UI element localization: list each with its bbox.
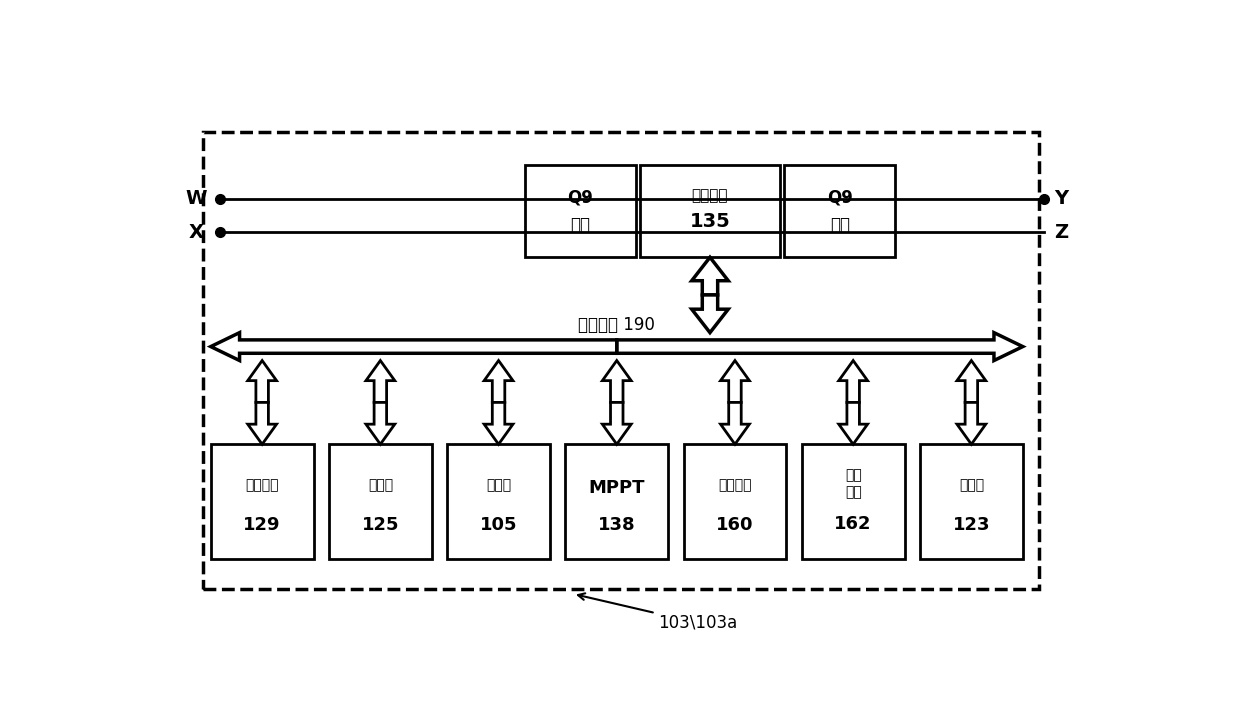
Text: 安全装置: 安全装置 [718, 478, 751, 492]
Text: Q9: Q9 [568, 188, 593, 206]
Text: 123: 123 [952, 516, 990, 534]
Text: 辅助
电力: 辅助 电力 [844, 468, 862, 499]
Bar [785, 165, 895, 257]
FancyArrow shape [957, 360, 986, 402]
Bar [211, 444, 314, 559]
FancyArrow shape [957, 402, 986, 444]
Text: 125: 125 [362, 516, 399, 534]
FancyArrow shape [720, 360, 749, 402]
FancyArrow shape [484, 360, 513, 402]
FancyArrow shape [211, 333, 616, 360]
Bar [525, 165, 635, 257]
Text: 传感器: 传感器 [368, 478, 393, 492]
Text: 公共总线 190: 公共总线 190 [578, 316, 655, 334]
Text: Z: Z [1054, 223, 1069, 241]
FancyArrow shape [720, 402, 749, 444]
Bar [448, 444, 551, 559]
FancyArrow shape [838, 402, 868, 444]
Bar [683, 444, 786, 559]
FancyArrow shape [692, 295, 728, 333]
Text: 旁路: 旁路 [570, 216, 590, 234]
Text: 138: 138 [598, 516, 636, 534]
Bar [802, 444, 905, 559]
Bar [329, 444, 432, 559]
Text: MPPT: MPPT [589, 478, 645, 497]
Bar [203, 132, 1039, 589]
Text: Y: Y [1054, 189, 1069, 208]
Text: 160: 160 [717, 516, 754, 534]
FancyArrow shape [366, 402, 394, 444]
FancyArrow shape [692, 257, 728, 295]
Text: 129: 129 [243, 516, 281, 534]
Text: 103\103a: 103\103a [578, 593, 738, 632]
Text: 存储器: 存储器 [959, 478, 983, 492]
Text: 旁路: 旁路 [830, 216, 849, 234]
Text: 105: 105 [480, 516, 517, 534]
FancyArrow shape [366, 360, 394, 402]
FancyArrow shape [603, 360, 631, 402]
FancyArrow shape [484, 402, 513, 444]
Text: 通信接口: 通信接口 [246, 478, 279, 492]
FancyArrow shape [248, 402, 277, 444]
Bar [640, 165, 780, 257]
Bar [920, 444, 1023, 559]
Text: W: W [186, 189, 207, 208]
FancyArrow shape [603, 402, 631, 444]
Bar [565, 444, 668, 559]
Text: 控制器: 控制器 [486, 478, 511, 492]
Text: 162: 162 [835, 515, 872, 533]
Text: 135: 135 [689, 212, 730, 231]
FancyArrow shape [616, 333, 1023, 360]
Text: 电力电路: 电力电路 [692, 188, 728, 203]
FancyArrow shape [248, 360, 277, 402]
Text: Q9: Q9 [827, 188, 853, 206]
FancyArrow shape [838, 360, 868, 402]
Text: X: X [188, 223, 203, 241]
